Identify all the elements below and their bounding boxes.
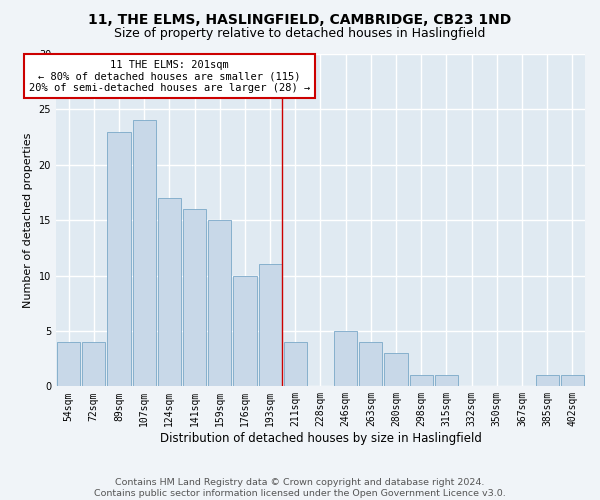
Bar <box>385 353 407 386</box>
Bar <box>208 220 232 386</box>
Bar <box>233 276 257 386</box>
Bar <box>410 376 433 386</box>
Bar <box>284 342 307 386</box>
Bar <box>334 331 357 386</box>
Bar <box>359 342 382 386</box>
Bar <box>82 342 106 386</box>
Text: Contains HM Land Registry data © Crown copyright and database right 2024.
Contai: Contains HM Land Registry data © Crown c… <box>94 478 506 498</box>
Bar <box>259 264 281 386</box>
Text: 11 THE ELMS: 201sqm
← 80% of detached houses are smaller (115)
20% of semi-detac: 11 THE ELMS: 201sqm ← 80% of detached ho… <box>29 60 310 92</box>
Text: Size of property relative to detached houses in Haslingfield: Size of property relative to detached ho… <box>115 28 485 40</box>
Bar <box>158 198 181 386</box>
Y-axis label: Number of detached properties: Number of detached properties <box>23 132 33 308</box>
Bar <box>435 376 458 386</box>
X-axis label: Distribution of detached houses by size in Haslingfield: Distribution of detached houses by size … <box>160 432 481 445</box>
Bar <box>536 376 559 386</box>
Bar <box>57 342 80 386</box>
Bar <box>107 132 131 386</box>
Bar <box>561 376 584 386</box>
Bar <box>183 209 206 386</box>
Text: 11, THE ELMS, HASLINGFIELD, CAMBRIDGE, CB23 1ND: 11, THE ELMS, HASLINGFIELD, CAMBRIDGE, C… <box>88 12 512 26</box>
Bar <box>133 120 156 386</box>
